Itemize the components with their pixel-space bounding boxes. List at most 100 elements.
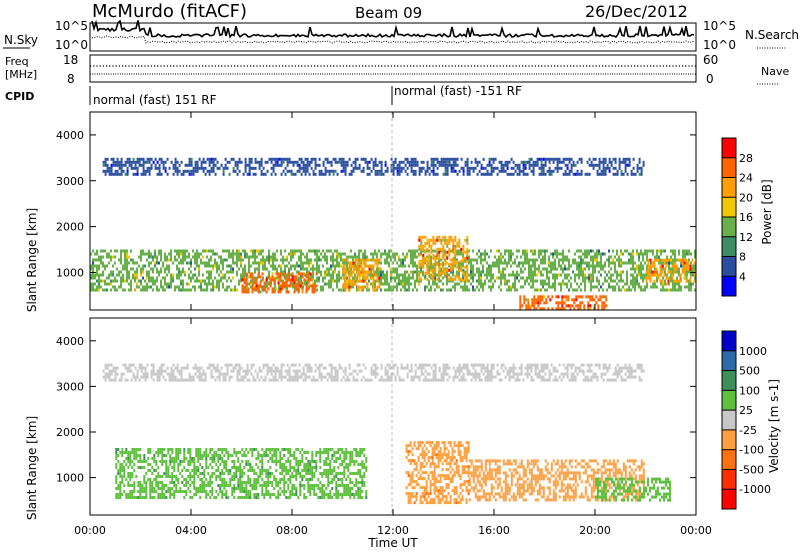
power-echo-cell [398,172,401,176]
velocity-echo-cell [313,490,316,493]
velocity-echo-cell [201,457,204,460]
power-echo-cell [420,241,423,245]
power-echo-cell [254,261,256,265]
velocity-echo-cell [181,469,184,472]
velocity-echo-cell [295,448,298,451]
power-echo-cell [220,270,222,274]
power-echo-cell [358,276,361,280]
power-echo-cell [160,285,162,289]
power-echo-cell [586,249,588,253]
power-echo-cell [306,255,308,259]
power-echo-cell [444,268,447,272]
power-echo-cell [287,290,290,294]
power-echo-cell [649,264,652,268]
velocity-echo-cell [351,457,354,460]
velocity-echo-cell [289,460,292,463]
power-echo-cell [194,267,196,271]
power-echo-cell [308,285,310,289]
power-echo-cell [422,249,424,253]
power-echo-cell [414,261,416,265]
power-echo-cell [534,288,536,292]
power-echo-cell [356,261,359,265]
power-echo-cell [370,264,373,268]
power-echo-cell [172,163,175,167]
power-echo-cell [576,249,578,253]
power-echo-cell [462,172,465,176]
velocity-echo-cell [139,487,142,490]
power-echo-cell [255,281,258,285]
velocity-echo-cell [137,481,140,484]
power-echo-cell [270,157,273,161]
velocity-echo-cell [205,451,208,454]
power-echo-cell [326,270,328,274]
velocity-echo-cell [257,478,260,481]
power-echo-cell [302,285,304,289]
power-echo-cell [274,267,276,271]
power-echo-cell [608,285,610,289]
power-echo-cell [454,261,456,265]
power-echo-cell [456,157,459,161]
velocity-echo-cell [207,484,210,487]
power-echo-cell [472,166,475,170]
velocity-echo-cell [213,454,216,457]
power-echo-cell [410,249,412,253]
power-echo-cell [565,304,568,308]
velocity-echo-cell [219,490,222,493]
power-echo-cell [92,258,94,262]
power-echo-cell [114,255,116,259]
power-echo-cell [192,169,195,173]
power-echo-cell [628,160,631,164]
power-echo-cell [384,273,386,277]
power-echo-cell [632,258,634,262]
velocity-echo-cell [129,490,132,493]
power-echo-cell [673,261,676,265]
power-echo-cell [476,172,479,176]
power-echo-cell [444,160,447,164]
power-echo-cell [534,267,536,271]
power-echo-cell [408,282,410,286]
power-echo-cell [647,267,650,271]
velocity-echo-cell [209,475,212,478]
power-echo-cell [376,169,379,173]
power-echo-cell [434,172,437,176]
power-echo-cell [322,160,325,164]
power-echo-cell [534,279,536,283]
power-echo-cell [110,249,112,253]
velocity-echo-cell [307,484,310,487]
power-echo-cell [340,157,343,161]
velocity-echo-cell [343,469,346,472]
power-echo-cell [152,270,154,274]
power-echo-cell [644,252,646,256]
power-echo-cell [344,261,346,265]
power-echo-cell [342,163,345,167]
power-echo-cell [200,252,202,256]
velocity-echo-cell [279,481,282,484]
power-echo-cell [274,258,276,262]
power-echo-cell [674,258,676,262]
power-echo-cell [230,252,232,256]
velocity-echo-cell [157,466,160,469]
power-echo-cell [422,270,424,274]
power-echo-cell [560,273,562,277]
velocity-echo-cell [203,472,206,475]
power-echo-cell [530,285,532,289]
velocity-echo-cell [133,463,136,466]
power-echo-cell [587,295,590,299]
power-colorbar-segment [722,197,736,218]
power-echo-cell [640,172,643,176]
power-echo-cell [420,264,422,268]
power-echo-cell [418,169,421,173]
power-echo-cell [298,166,301,170]
velocity-echo-cell [311,484,314,487]
velocity-echo-cell [151,484,154,487]
power-echo-cell [90,267,92,271]
power-echo-cell [386,166,389,170]
power-echo-cell [228,249,230,253]
power-echo-cell [532,166,535,170]
velocity-echo-cell [151,457,154,460]
power-echo-cell [232,267,234,271]
velocity-echo-cell [211,472,214,475]
velocity-echoes [102,363,671,505]
power-echo-cell [152,276,154,280]
power-echo-cell [394,285,396,289]
